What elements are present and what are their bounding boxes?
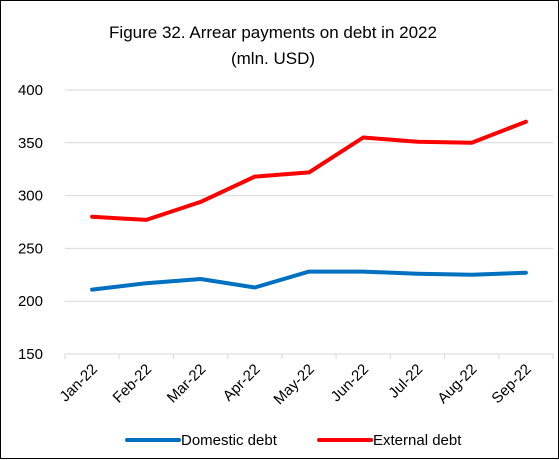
y-tick-label: 300: [18, 188, 43, 205]
x-tick-label: Feb-22: [110, 361, 156, 407]
y-tick-label: 250: [18, 240, 43, 257]
x-tick-label: May-22: [270, 361, 317, 408]
x-tick-label: Jul-22: [385, 361, 426, 402]
x-tick-labels: Jan-22 Feb-22 Mar-22 Apr-22 May-22 Jun-22 Jul-…: [56, 361, 534, 408]
chart-title: Figure 32. Arrear payments on debt in 20…: [109, 23, 437, 42]
x-tick-label: Jan-22: [56, 361, 100, 405]
series-lines: [90, 119, 528, 292]
y-tick-label: 400: [18, 82, 43, 99]
legend-label: External debt: [373, 432, 462, 449]
series-line-domestic-debt: [90, 269, 528, 292]
y-tick-label: 200: [18, 293, 43, 310]
series-line-external-debt: [90, 119, 528, 222]
x-tick-label: Sep-22: [488, 361, 534, 407]
chart-subtitle: (mln. USD): [231, 49, 315, 68]
axes: [64, 353, 554, 359]
legend-label: Domestic debt: [181, 432, 278, 449]
x-tick-label: Apr-22: [220, 361, 264, 405]
x-tick-label: Mar-22: [164, 361, 210, 407]
y-tick-label: 150: [18, 346, 43, 363]
y-tick-labels: 150 200 250 300 350 400: [18, 82, 43, 363]
x-tick-label: Aug-22: [434, 361, 480, 407]
grid-lines: [65, 89, 553, 302]
x-tick-label: Jun-22: [328, 361, 372, 405]
y-tick-label: 350: [18, 135, 43, 152]
legend: Domestic debt External debt: [125, 432, 462, 449]
